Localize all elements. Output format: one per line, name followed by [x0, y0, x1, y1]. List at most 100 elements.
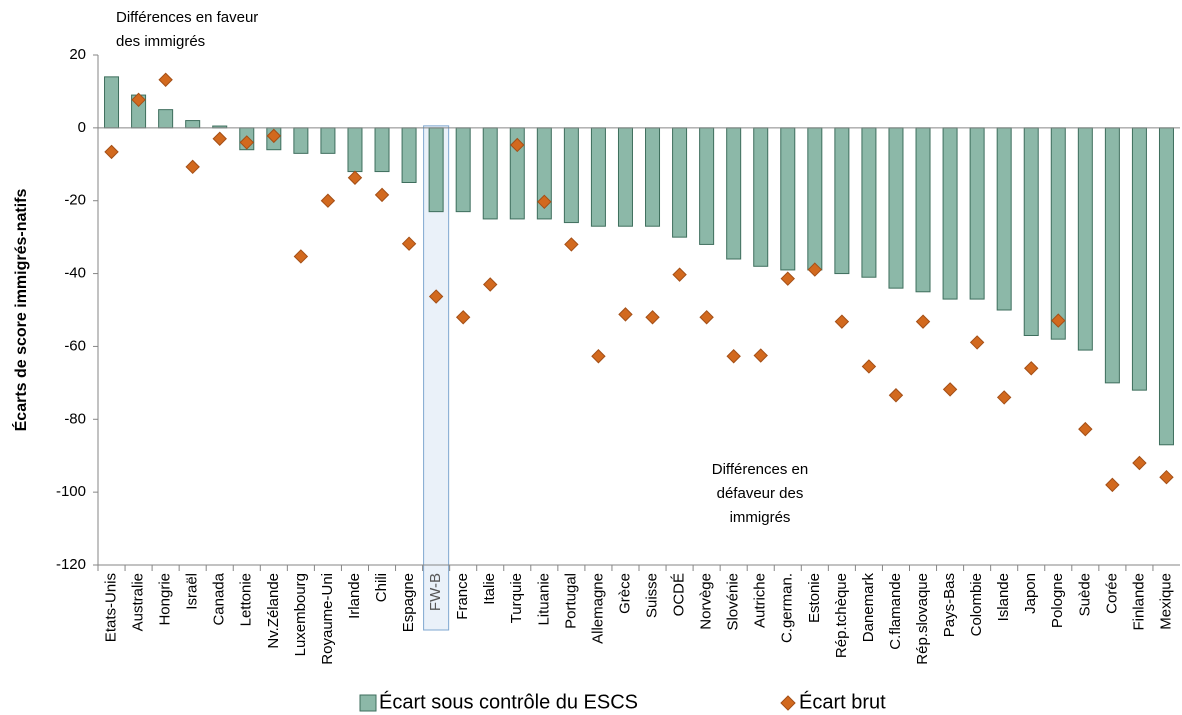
x-tick-label: C.flamande [887, 573, 904, 650]
x-tick-label: Espagne [400, 573, 417, 632]
x-tick-label: Colombie [968, 573, 985, 636]
bar [915, 127, 931, 293]
bar [185, 120, 201, 129]
diamond-marker [1051, 313, 1066, 328]
diamond-marker [996, 390, 1012, 405]
x-tick-label: Irlande [346, 573, 363, 619]
x-tick-label: Luxembourg [292, 573, 309, 656]
diamond-marker [888, 388, 904, 403]
x-tick-label: Hongrie [157, 573, 174, 626]
x-tick-label: Royaume-Uni [319, 573, 336, 665]
diamond-marker [1024, 361, 1039, 376]
bar [942, 127, 958, 300]
diamond-marker [807, 262, 823, 277]
bar [158, 109, 174, 129]
x-tick-label: France [454, 573, 471, 620]
diamond-marker [1078, 421, 1093, 437]
bar [293, 127, 309, 154]
diamond-marker [861, 359, 877, 374]
x-tick-label: Pays-Bas [941, 573, 958, 637]
diamond-marker [1105, 477, 1120, 493]
diamond-marker [239, 135, 254, 150]
y-tick-label: -20 [64, 192, 86, 209]
bar [753, 127, 769, 267]
bar [969, 127, 985, 300]
bar [726, 127, 742, 260]
legend-label: Écart sous contrôle du ESCS [379, 690, 638, 713]
y-tick-label: -40 [64, 265, 86, 282]
diamond-marker [401, 236, 417, 251]
bar [401, 127, 417, 183]
bar [1104, 127, 1120, 384]
bar [834, 127, 850, 275]
diamond-marker [374, 187, 390, 203]
bar [780, 127, 796, 271]
x-tick-label: Rép.slovaque [914, 573, 931, 665]
bar [428, 127, 444, 213]
bar [590, 127, 606, 227]
y-tick-label: -60 [64, 337, 86, 354]
diamond-marker [915, 314, 931, 329]
diamond-marker [969, 335, 985, 350]
diamond-marker [1132, 455, 1147, 471]
diamond-marker [699, 310, 714, 325]
diamond-marker [347, 170, 363, 185]
bar [1023, 127, 1039, 336]
diamond-marker [266, 128, 282, 144]
bar [1158, 127, 1174, 446]
y-axis-label: Écarts de score immigrés-natifs [11, 189, 30, 432]
y-tick-label: -100 [56, 483, 86, 500]
bar [374, 127, 390, 173]
x-tick-label: Australie [130, 573, 147, 631]
annotation: défaveur des [717, 485, 804, 502]
annotation: des immigrés [116, 33, 205, 50]
x-tick-label: Suède [1076, 573, 1093, 616]
x-tick-label: Slovénie [725, 573, 742, 631]
x-tick-label: Grèce [616, 573, 633, 614]
diamond-marker [618, 307, 633, 322]
bar [1131, 127, 1147, 391]
diamond-marker [645, 310, 660, 325]
x-tick-label: Chili [373, 573, 390, 602]
diamond-marker [564, 237, 579, 252]
x-tick-label: Nv.Zélande [265, 573, 282, 649]
y-tick-label: 20 [69, 46, 86, 63]
annotation: immigrés [730, 509, 791, 526]
diamond-marker [726, 349, 741, 364]
x-tick-label: Portugal [562, 573, 579, 629]
y-tick-label: -80 [64, 410, 86, 427]
x-tick-label: C.german. [779, 573, 796, 643]
bar [563, 127, 579, 224]
x-tick-label: Italie [481, 573, 498, 605]
x-tick-label: Mexique [1157, 573, 1174, 630]
diamond-marker [537, 194, 552, 210]
diamond-marker [104, 144, 119, 160]
bar [807, 127, 823, 271]
diamond-marker [834, 314, 850, 329]
x-tick-label: Finlande [1130, 573, 1147, 631]
bar [672, 127, 688, 238]
bar [861, 127, 877, 278]
legend-label: Écart brut [799, 690, 886, 713]
bar [617, 127, 633, 227]
x-tick-label: Canada [211, 572, 228, 625]
x-tick-label: Autriche [752, 573, 769, 628]
bar [1050, 127, 1066, 340]
legend-swatch [359, 694, 377, 712]
x-tick-label: Suisse [643, 573, 660, 618]
bar [347, 127, 363, 173]
annotation: Différences en faveur [116, 9, 258, 26]
diamond-marker [185, 159, 200, 175]
x-tick-label: Rép.tchèque [833, 573, 850, 658]
diamond-marker [320, 193, 336, 208]
x-tick-label: Corée [1103, 573, 1120, 614]
bar [996, 127, 1012, 311]
x-tick-label: OCDÉ [671, 573, 688, 616]
diamond-marker [510, 137, 525, 153]
y-tick-label: -120 [56, 556, 86, 573]
diamond-marker [131, 92, 146, 108]
bar [1077, 127, 1093, 351]
diamond-marker [942, 382, 958, 397]
x-tick-label: Allemagne [589, 573, 606, 644]
diamond-marker [212, 131, 227, 146]
